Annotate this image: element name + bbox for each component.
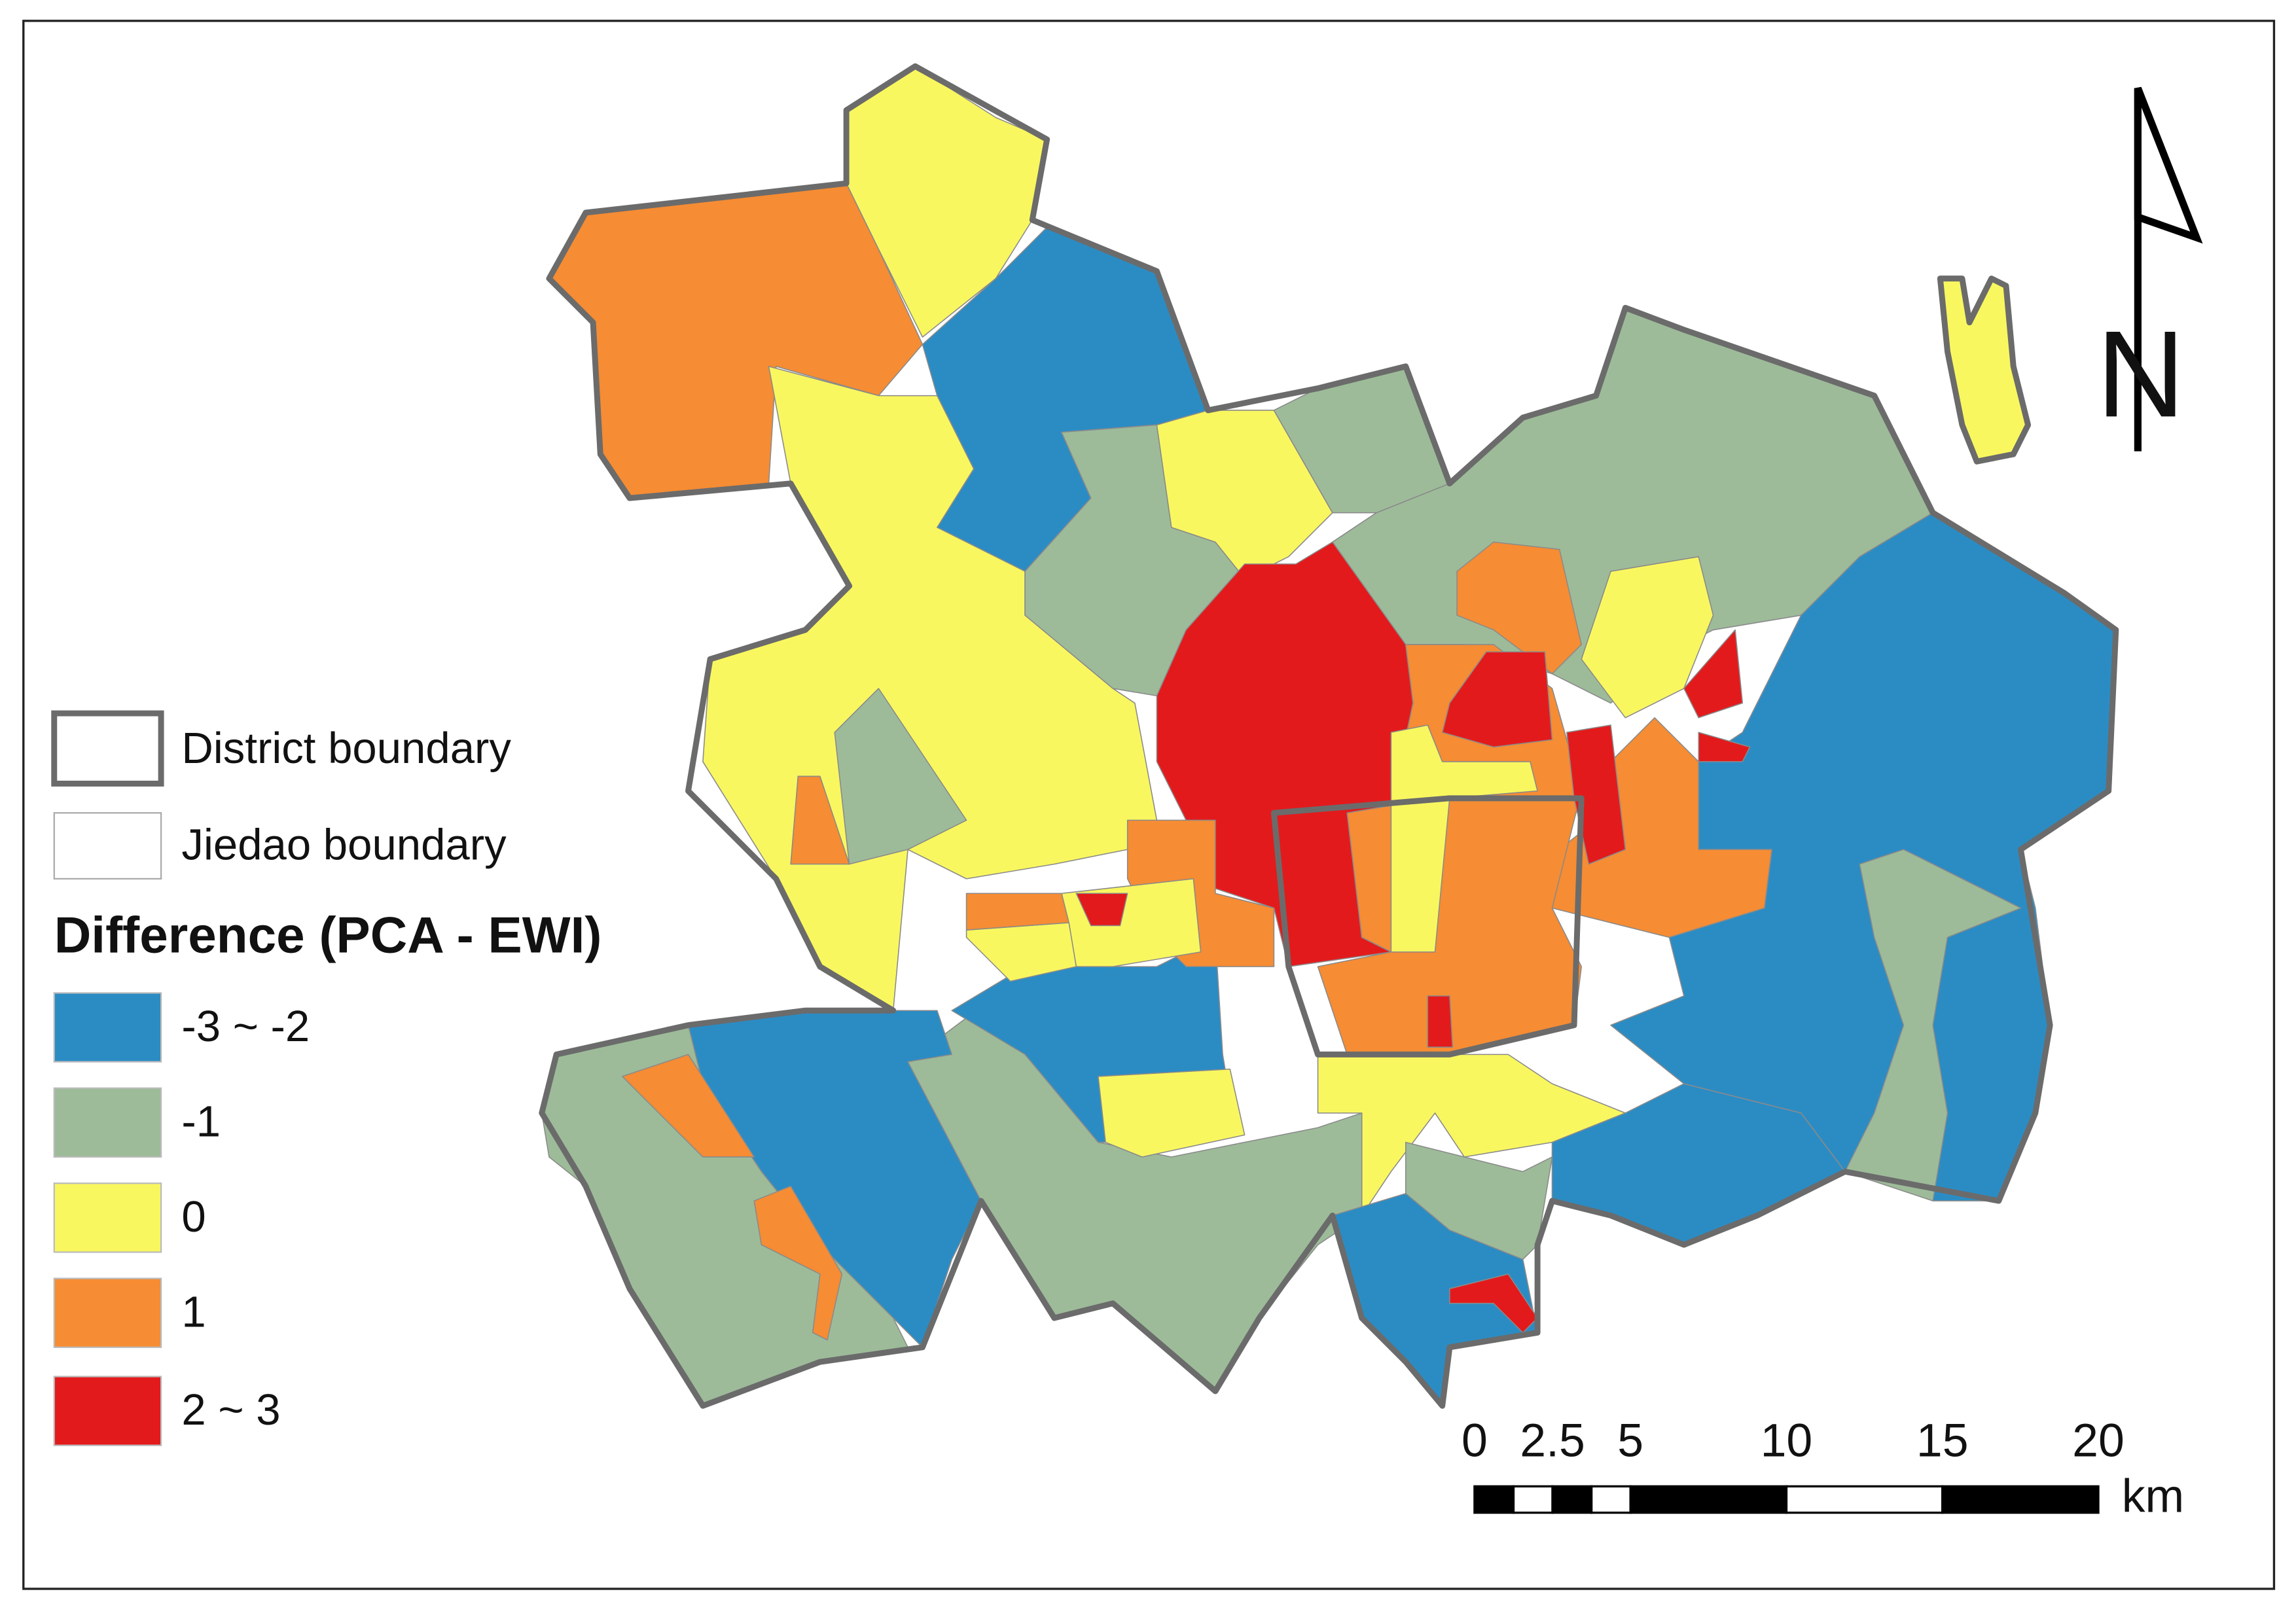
legend-label: 1	[181, 1287, 206, 1336]
scale-tick-label: 0	[1462, 1414, 1488, 1466]
north-label: N	[2096, 305, 2185, 442]
regions	[541, 65, 2117, 1407]
jiedao-region	[1551, 717, 1772, 938]
scale-tick-label: 20	[2072, 1414, 2125, 1466]
legend-swatch	[53, 992, 162, 1063]
legend-swatch	[53, 1087, 162, 1158]
legend-swatch	[53, 1182, 162, 1253]
jiedao-region	[622, 1054, 755, 1158]
legend-label: 0	[181, 1192, 206, 1241]
jiedao-region	[1441, 651, 1553, 748]
jiedao-region	[1156, 410, 1333, 580]
jiedao-region	[1075, 893, 1128, 927]
scale-tick-label: 2.5	[1520, 1414, 1585, 1466]
legend-title: Difference (PCA - EWI)	[54, 906, 602, 963]
jiedao-region	[1683, 629, 1744, 719]
scale-segment	[1590, 1485, 1632, 1514]
legend-swatch	[53, 1277, 162, 1348]
scale-segment	[1941, 1485, 2100, 1514]
jiedao-swatch	[53, 812, 162, 880]
district-swatch	[51, 710, 164, 787]
legend-label: -1	[181, 1097, 221, 1146]
legend-swatch	[53, 1376, 162, 1446]
district-boundaries	[539, 63, 2119, 1409]
scale-segment	[1473, 1485, 1515, 1514]
scale-segment	[1512, 1485, 1554, 1514]
jiedao-region	[1427, 995, 1454, 1048]
jiedao-region	[1390, 724, 1538, 953]
legend-label: -3 ~ -2	[181, 1002, 310, 1051]
scale-tick-label: 15	[1916, 1414, 1969, 1466]
legend-label: 2 ~ 3	[181, 1385, 280, 1434]
scale-tick-label: 10	[1761, 1414, 1813, 1466]
scale-segment	[1785, 1485, 1944, 1514]
jiedao-region	[1698, 732, 1751, 762]
jiedao-region	[753, 1185, 843, 1341]
north-arrow: N	[2096, 86, 2203, 452]
jiedao-region	[790, 775, 850, 865]
scale-segment	[1629, 1485, 1788, 1514]
legend-label: District boundary	[181, 724, 511, 773]
scale-tick-label: 5	[1617, 1414, 1643, 1466]
jiedao-region	[1456, 541, 1583, 675]
jiedao-region	[1844, 849, 2022, 1201]
jiedao-region	[1061, 878, 1202, 967]
scale-unit: km	[2122, 1470, 2184, 1522]
jiedao-region	[834, 688, 967, 865]
jiedao-region	[1317, 1054, 1626, 1217]
arrow-head	[2134, 86, 2203, 244]
jiedao-region	[1098, 1068, 1246, 1158]
legend-label: Jiedao boundary	[181, 821, 507, 870]
scale-segment	[1551, 1485, 1593, 1514]
legend: District boundary Jiedao boundary Differ…	[51, 710, 602, 1446]
jiedao-region	[965, 893, 1069, 931]
